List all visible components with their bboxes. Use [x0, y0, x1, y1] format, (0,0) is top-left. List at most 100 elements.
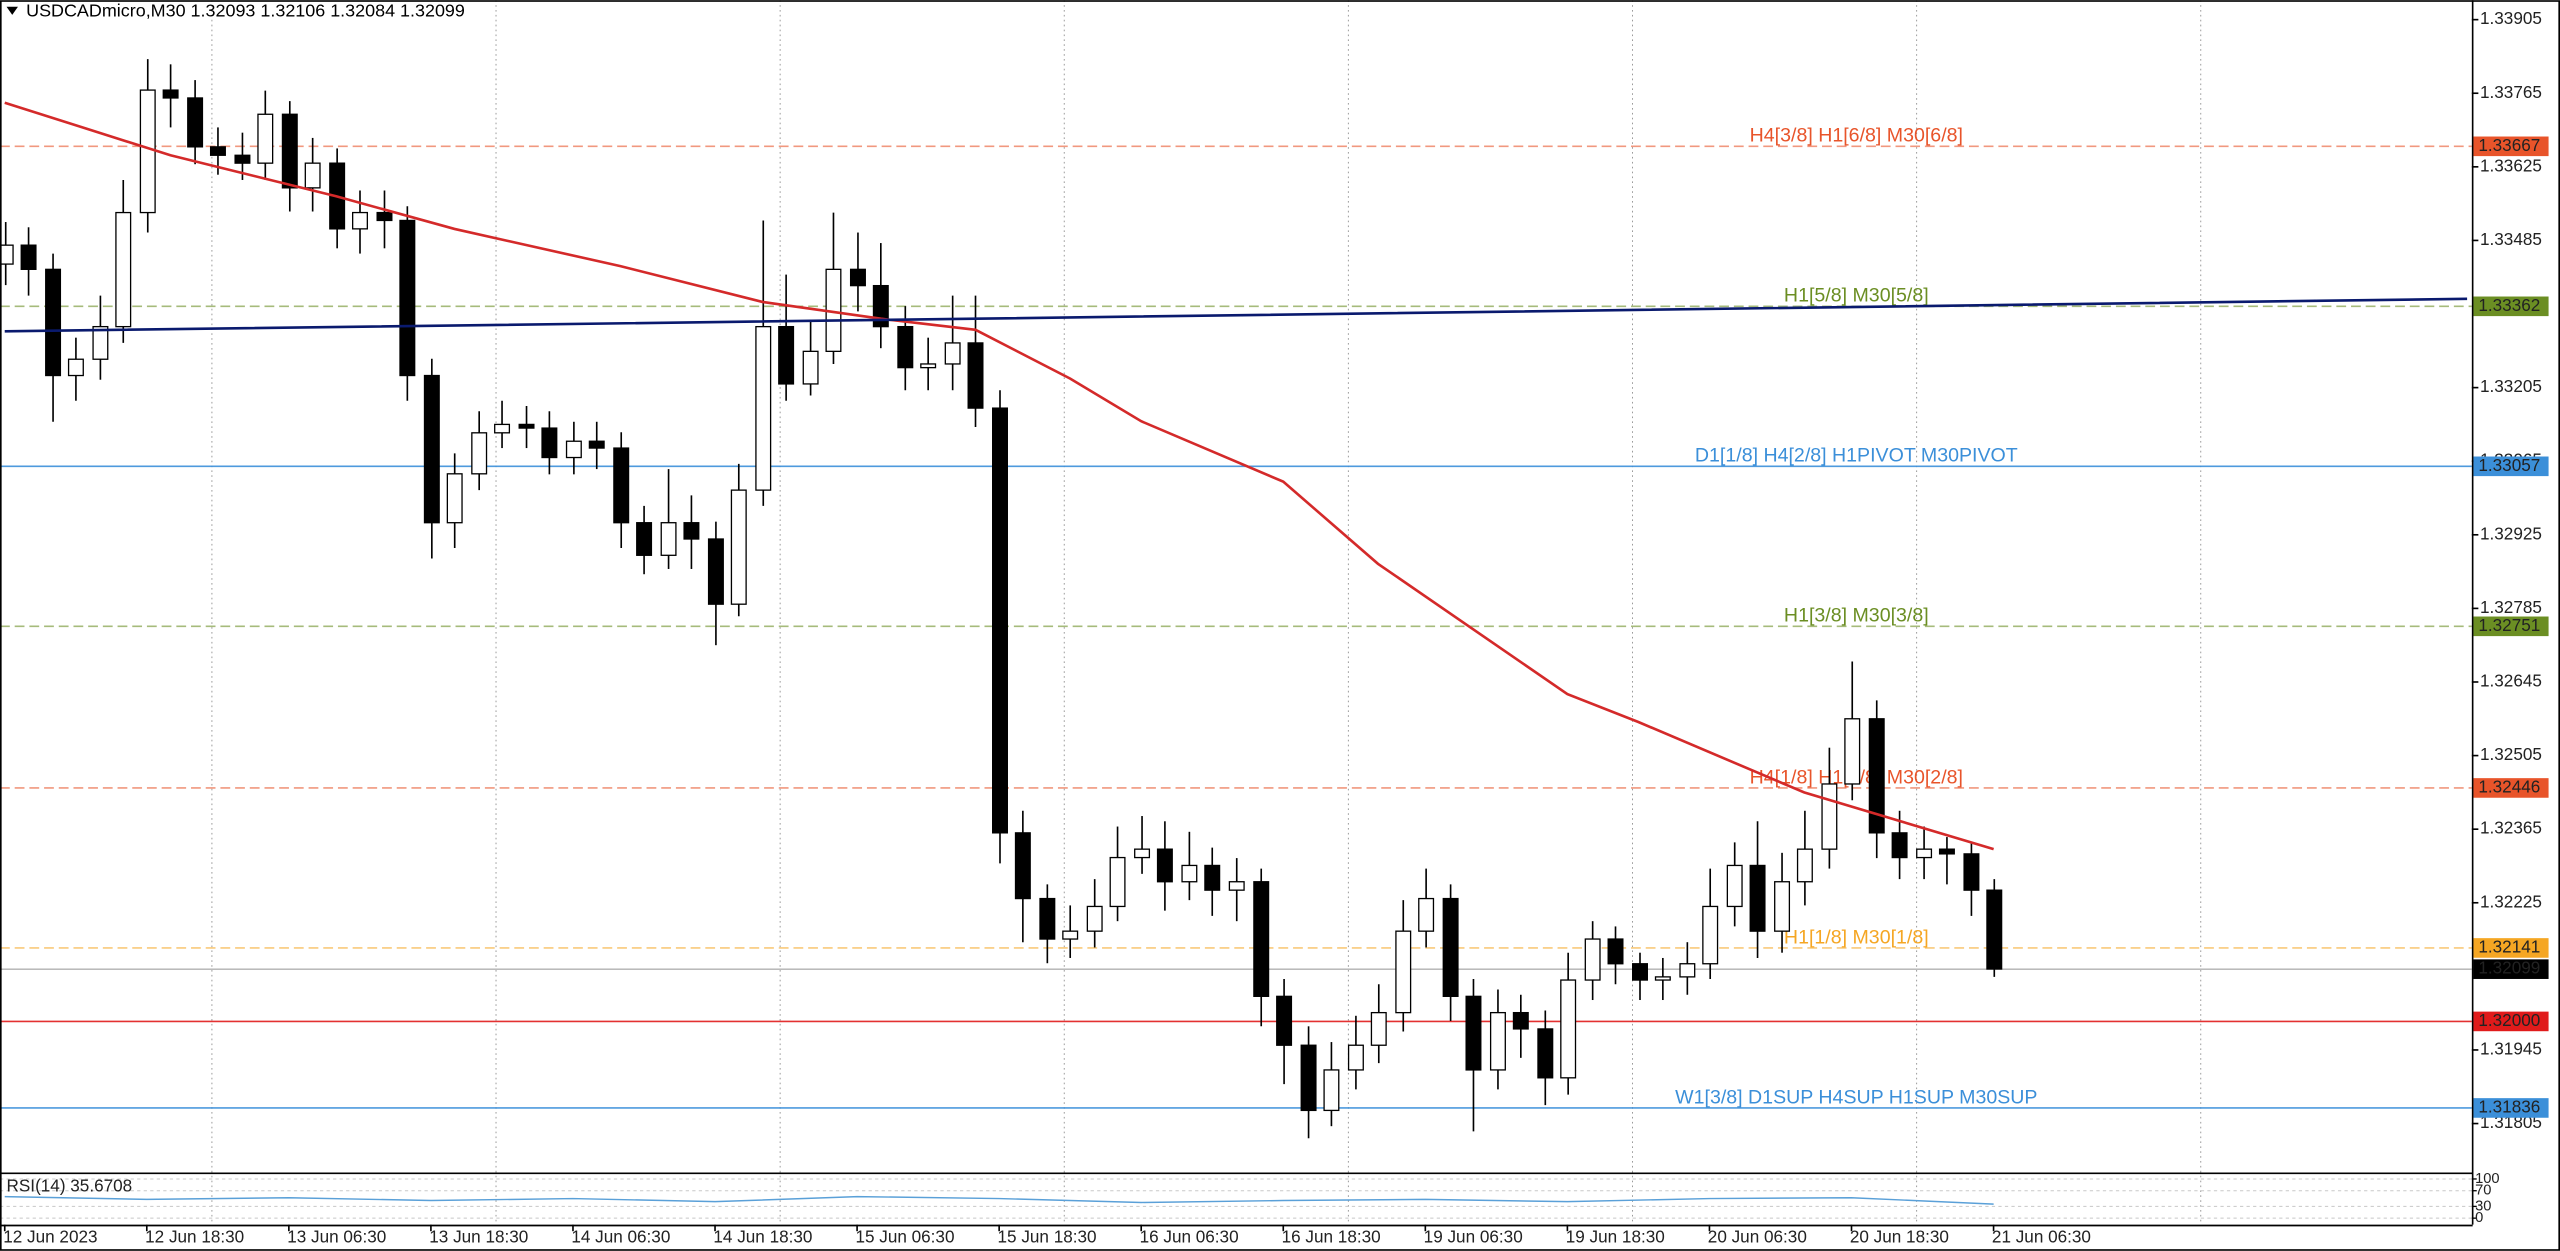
candle-body: [778, 325, 795, 385]
y-tick-label: 1.31945: [2480, 1038, 2542, 1058]
last-price-label: 1.32099: [2478, 958, 2540, 978]
candle-body: [139, 89, 156, 214]
y-tick-label: 1.33205: [2480, 376, 2542, 396]
candle-body: [967, 342, 984, 409]
candle-body: [755, 325, 772, 491]
x-tick-label: 14 Jun 18:30: [713, 1226, 812, 1246]
candle-body: [1465, 995, 1482, 1071]
last-price-box: [2473, 959, 2549, 979]
candle-body: [707, 538, 724, 605]
x-tick-label: 20 Jun 18:30: [1850, 1226, 1949, 1246]
x-tick-label: 21 Jun 06:30: [1992, 1226, 2091, 1246]
level-label: W1[3/8] D1SUP H4SUP H1SUP M30SUP: [1675, 1086, 2037, 1108]
price-box: [2473, 296, 2549, 317]
y-tick-label: 1.32365: [2480, 818, 2542, 838]
candle-body: [376, 211, 393, 222]
level-label: H1[1/8] M30[1/8]: [1784, 926, 1929, 948]
x-tick-label: 19 Jun 06:30: [1424, 1226, 1523, 1246]
candle-body: [257, 113, 274, 164]
price-box-label: 1.33057: [2478, 455, 2540, 475]
price-boxes: 1.33667 1.33362 1.33057 1.32751 1.32446 1.321…: [2473, 135, 2549, 1118]
level-label: H4[3/8] H1[6/8] M30[6/8]: [1750, 125, 1963, 147]
candle-body: [1323, 1069, 1340, 1112]
candles: [0, 59, 2003, 1139]
candle-body: [683, 522, 700, 540]
moving-average: [4, 297, 2468, 333]
y-tick-label: 1.33625: [2480, 155, 2542, 175]
candle-body: [1156, 848, 1173, 883]
candle-body: [1039, 897, 1056, 940]
candle-body: [1938, 848, 1955, 855]
candle-body: [1679, 963, 1696, 978]
candle-body: [209, 146, 226, 156]
candle-body: [1607, 938, 1624, 965]
y-tick-label: 1.33765: [2480, 82, 2542, 102]
price-box: [2473, 778, 2549, 798]
candle-body: [730, 489, 747, 605]
candle-body: [1276, 995, 1293, 1046]
candle-body: [1395, 930, 1412, 1014]
candle-body: [1537, 1028, 1554, 1079]
candle-body: [636, 522, 653, 556]
candle-body: [1702, 905, 1719, 965]
y-tick-label: 1.32645: [2480, 671, 2542, 691]
candle-body: [802, 350, 819, 385]
candle-body: [399, 219, 416, 377]
candle-body: [423, 374, 440, 524]
candle-body: [1228, 881, 1245, 891]
candle-body: [187, 97, 204, 148]
price-box: [2473, 1098, 2549, 1118]
x-tick-label: 15 Jun 06:30: [855, 1226, 954, 1246]
price-box-label: 1.33362: [2478, 295, 2540, 315]
candle-body: [1181, 864, 1198, 883]
x-tick-label: 13 Jun 18:30: [429, 1226, 528, 1246]
candle-body: [920, 363, 937, 369]
y-tick-label: 1.32225: [2480, 891, 2542, 911]
candle-body: [1986, 889, 2003, 970]
candle-body: [1654, 976, 1671, 981]
candle-body: [872, 284, 889, 328]
candle-body: [45, 268, 62, 377]
candle-body: [541, 427, 558, 459]
candle-body: [20, 244, 37, 270]
candle-body: [897, 325, 914, 369]
candle-body: [1418, 897, 1435, 932]
price-box-label: 1.31836: [2478, 1096, 2540, 1116]
candle-body: [849, 268, 866, 287]
rsi-label: RSI(14) 35.6708: [7, 1176, 133, 1196]
candle-body: [613, 447, 630, 524]
candle-body: [1560, 979, 1577, 1079]
candle-body: [660, 522, 677, 556]
candle-body: [494, 423, 511, 434]
y-tick-label: 1.32505: [2480, 744, 2542, 764]
candle-body: [1489, 1011, 1506, 1071]
candle-body: [1300, 1044, 1317, 1112]
x-tick-label: 13 Jun 06:30: [287, 1226, 386, 1246]
price-box-label: 1.32000: [2478, 1010, 2540, 1030]
candle-body: [1963, 853, 1980, 891]
rsi-tick-label: 30: [2475, 1198, 2491, 1214]
candle-body: [1916, 848, 1933, 859]
x-tick-label: 19 Jun 18:30: [1566, 1226, 1665, 1246]
candle-body: [1774, 881, 1791, 932]
candle-body: [1204, 864, 1221, 891]
price-box: [2473, 616, 2549, 637]
candle-body: [1442, 897, 1459, 997]
candle-body: [304, 162, 321, 189]
collapse-icon[interactable]: [6, 6, 18, 15]
candle-body: [992, 407, 1008, 834]
candle-body: [518, 423, 535, 429]
rsi-tick-label: 70: [2475, 1183, 2491, 1199]
candle-body: [92, 325, 109, 360]
x-tick-label: 12 Jun 2023: [3, 1226, 97, 1246]
level-label: H1[5/8] M30[5/8]: [1784, 285, 1929, 307]
price-box-label: 1.33667: [2478, 135, 2540, 155]
y-tick-label: 1.32925: [2480, 523, 2542, 543]
x-tick-label: 16 Jun 18:30: [1282, 1226, 1381, 1246]
candle-body: [1632, 963, 1648, 981]
candle-body: [565, 440, 582, 459]
candle-body: [1512, 1011, 1529, 1030]
x-tick-label: 15 Jun 18:30: [998, 1226, 1097, 1246]
